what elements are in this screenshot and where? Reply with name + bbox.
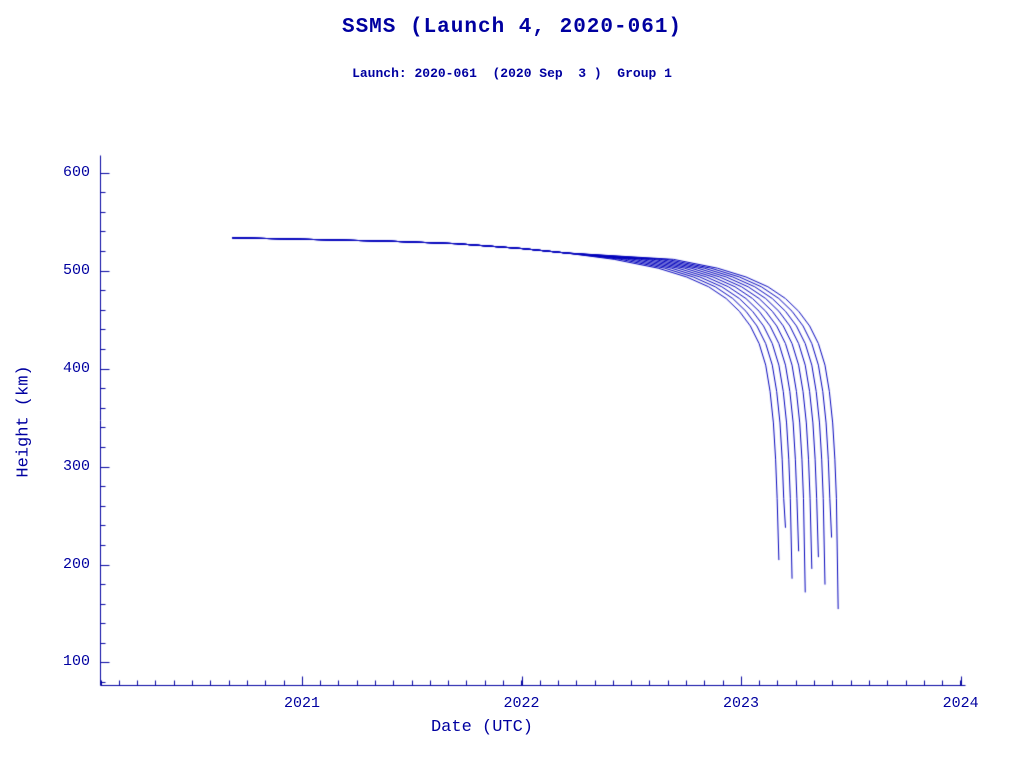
x-tick-label: 2024: [942, 695, 979, 712]
y-tick-label: 200: [62, 555, 90, 573]
y-tick-label: 500: [62, 261, 90, 279]
chart-subtitle: Launch: 2020-061 (2020 Sep 3 ) Group 1: [352, 66, 672, 81]
x-tick-label: 2022: [503, 695, 540, 712]
x-axis-label: Date (UTC): [430, 718, 534, 737]
y-tick-label: 600: [62, 163, 90, 181]
chart-title: SSMS (Launch 4, 2020-061): [341, 16, 683, 39]
y-tick-label: 300: [62, 457, 90, 475]
y-tick-label: 400: [62, 359, 90, 377]
x-tick-label: 2023: [723, 695, 760, 712]
x-tick-label: 2021: [283, 695, 320, 712]
y-axis-label: Height (km): [14, 365, 34, 478]
y-tick-label: 100: [62, 653, 90, 671]
